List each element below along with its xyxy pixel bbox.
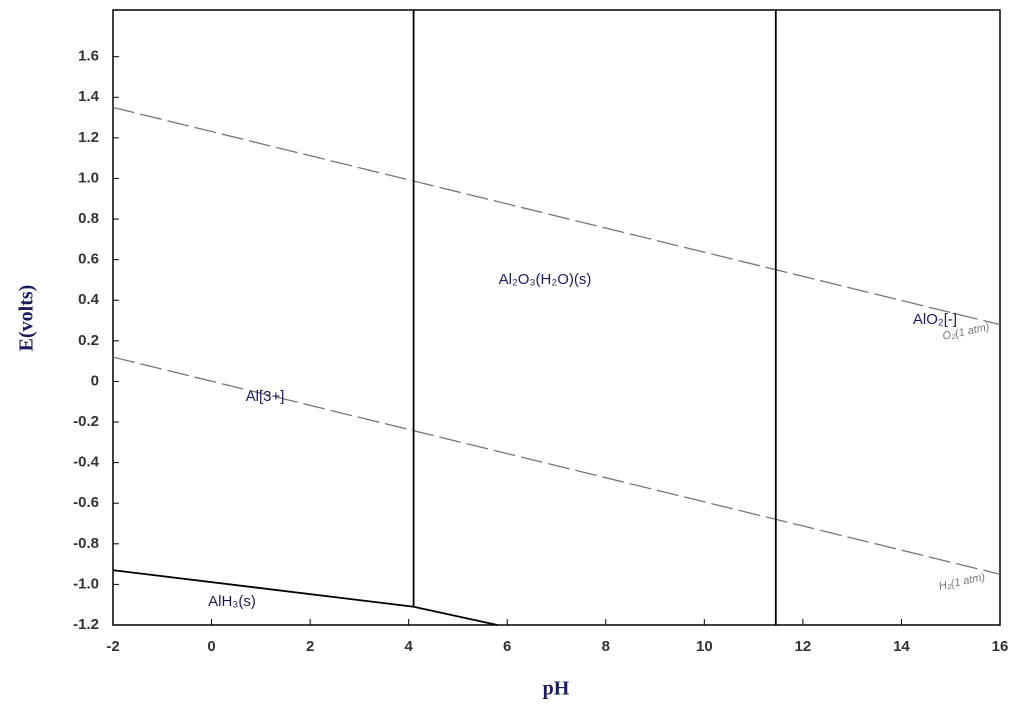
y-tick-label: -1.2: [73, 616, 99, 633]
boundary-line: [112, 356, 1001, 575]
y-tick-label: 1.4: [78, 88, 100, 105]
plot-frame: [112, 9, 1001, 626]
region-label: Al₂O₃(H₂O)(s): [499, 271, 592, 288]
y-tick-label: -0.6: [73, 494, 99, 511]
boundary-line: [112, 106, 1001, 326]
y-tick-label: 1.6: [78, 48, 99, 65]
line-name: H₂(1 atm): [938, 571, 987, 593]
y-tick-label: 0: [91, 372, 99, 389]
boundary-line: [112, 569, 498, 626]
y-tick-label: 0.4: [78, 291, 100, 308]
x-tick-label: 0: [207, 638, 215, 655]
y-tick-label: 1.0: [78, 169, 99, 186]
region-label: Al[3+]: [246, 388, 285, 405]
x-tick-label: 4: [404, 638, 413, 655]
x-tick-label: -2: [106, 638, 119, 655]
x-tick-label: 2: [306, 638, 314, 655]
region-label: AlH₃(s): [208, 593, 256, 610]
y-tick-label: -0.8: [73, 535, 99, 552]
y-axis-title: E(volts): [16, 285, 38, 352]
x-tick-label: 10: [696, 638, 713, 655]
y-tick-label: 1.2: [78, 129, 99, 146]
y-tick-label: 0.8: [78, 210, 99, 227]
y-tick-label: -0.2: [73, 413, 99, 430]
y-tick-label: -0.4: [73, 454, 100, 471]
x-axis-title: pH: [543, 678, 570, 700]
x-tick-label: 12: [795, 638, 812, 655]
x-tick-label: 16: [992, 638, 1009, 655]
x-tick-label: 6: [503, 638, 511, 655]
y-tick-label: -1.0: [73, 575, 99, 592]
x-tick-label: 14: [893, 638, 910, 655]
x-tick-label: 8: [602, 638, 610, 655]
y-tick-label: 0.6: [78, 251, 99, 268]
y-tick-label: 0.2: [78, 332, 99, 349]
region-label: AlO₂[-]: [913, 311, 957, 328]
